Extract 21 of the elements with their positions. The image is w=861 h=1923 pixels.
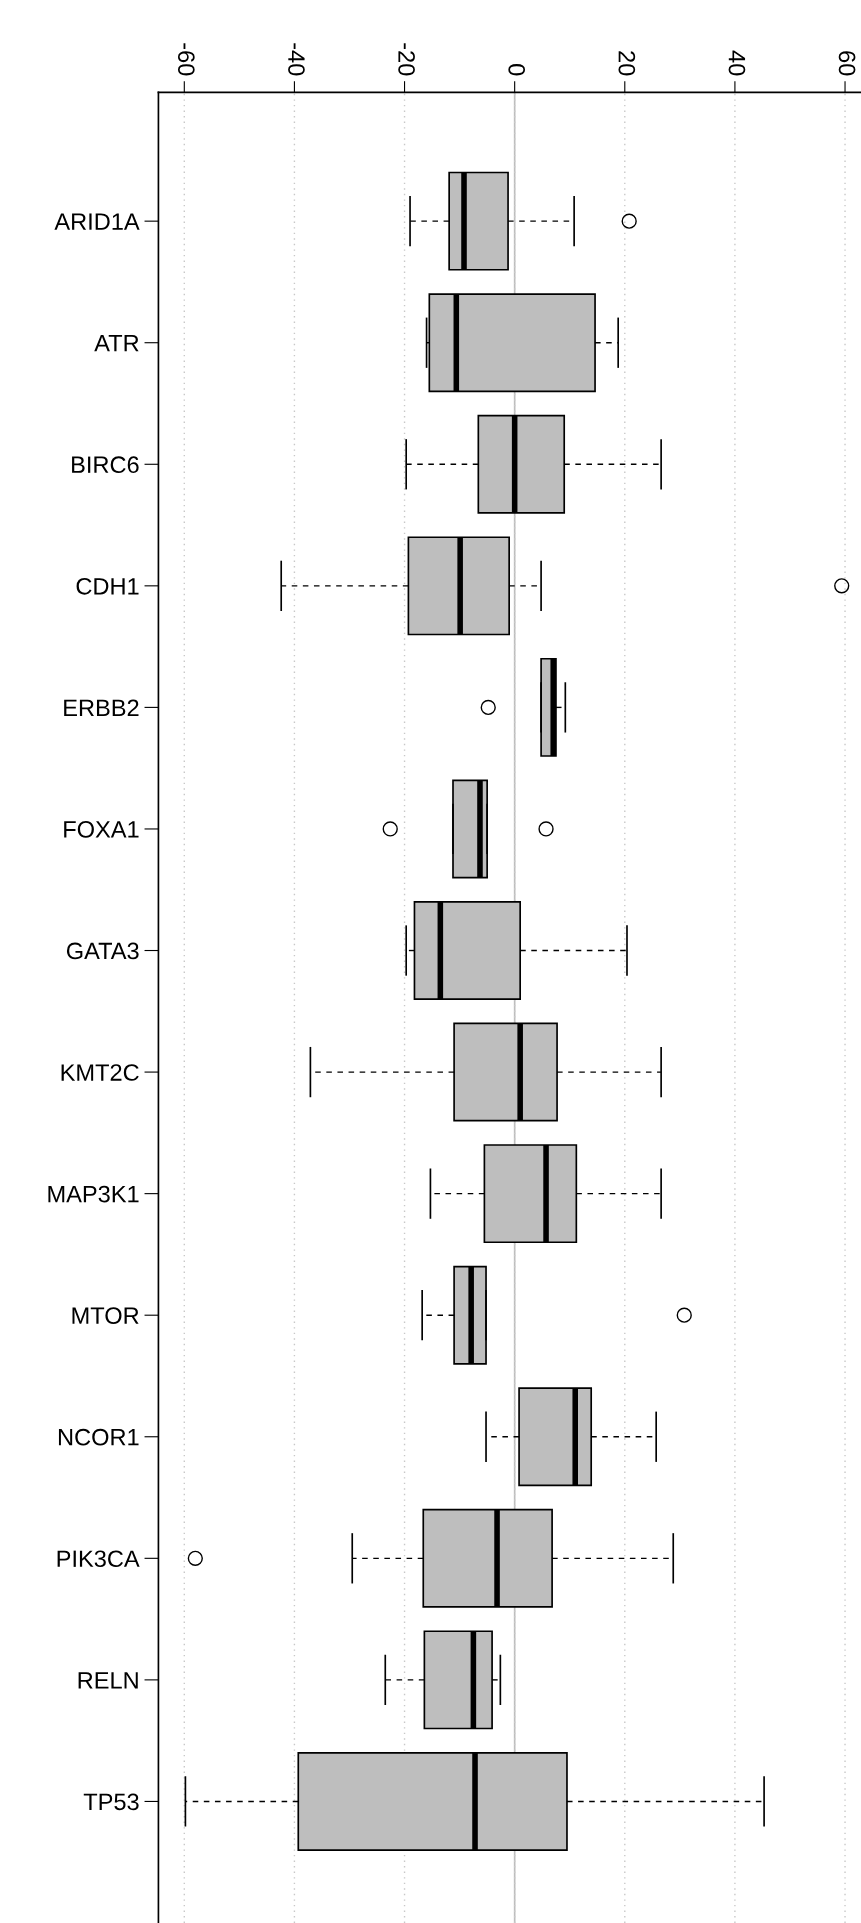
y-tick-label: FOXA1 — [64, 821, 139, 838]
x-tick-label: 20 — [618, 51, 636, 76]
y-tick-label: CDH1 — [76, 577, 139, 595]
x-tick-label: -40 — [288, 43, 305, 76]
x-tick-label: 0 — [508, 64, 526, 76]
y-tick-label: ATR — [94, 335, 139, 352]
y-tick-label: ERBB2 — [64, 699, 139, 716]
y-tick-label: PIK3CA — [57, 1550, 140, 1568]
y-tick-label: MTOR — [72, 1307, 139, 1324]
y-tick-label: NCOR1 — [58, 1428, 139, 1446]
x-tick-label: 60 — [838, 51, 856, 76]
y-tick-label: BIRC6 — [72, 456, 139, 474]
y-tick-label: ARID1A — [54, 213, 140, 230]
y-tick-label: TP53 — [83, 1793, 139, 1811]
x-tick-label: 40 — [728, 50, 746, 76]
y-tick-label: KMT2C — [61, 1064, 139, 1081]
x-tick-label: -60 — [177, 43, 195, 76]
y-tick-label: RELN — [78, 1672, 138, 1689]
x-tick-label: -20 — [398, 43, 415, 76]
y-tick-label: MAP3K1 — [48, 1185, 139, 1203]
y-tick-label: GATA3 — [66, 942, 139, 960]
